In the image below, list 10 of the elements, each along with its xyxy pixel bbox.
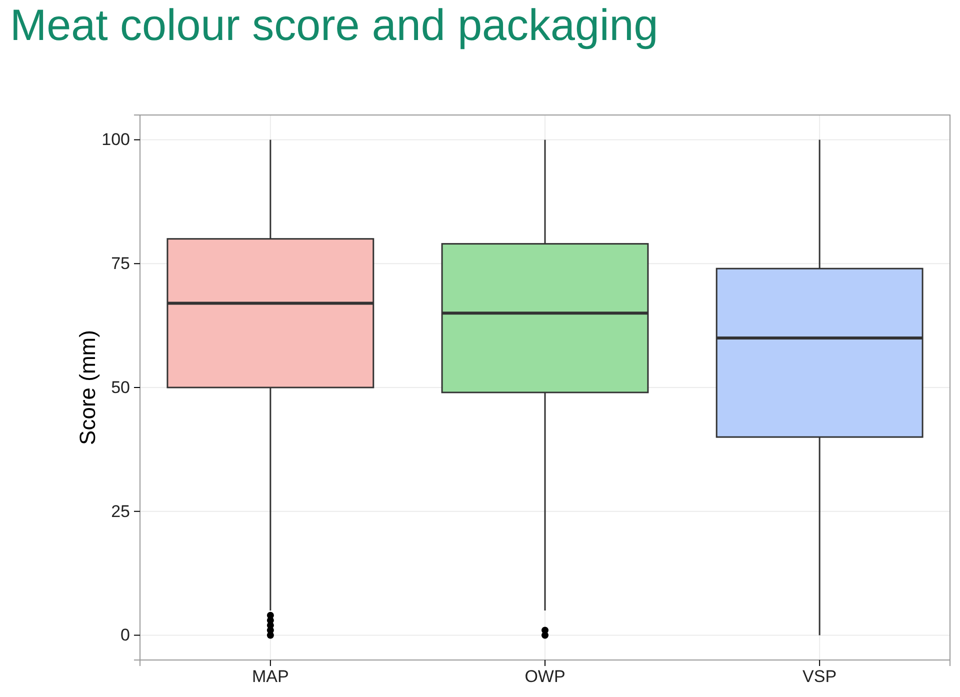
y-tick-label: 75 <box>111 254 130 274</box>
y-axis-title: Score (mm) <box>75 330 100 445</box>
y-tick-label: 100 <box>102 130 130 150</box>
y-tick-label: 50 <box>111 378 130 397</box>
x-tick-label: OWP <box>524 667 566 686</box>
chart-title: Meat colour score and packaging <box>10 1 658 50</box>
y-tick-label: 0 <box>120 626 130 645</box>
y-tick-label: 25 <box>111 502 130 521</box>
x-tick-label: MAP <box>252 667 289 686</box>
x-tick-label: VSP <box>802 667 837 686</box>
